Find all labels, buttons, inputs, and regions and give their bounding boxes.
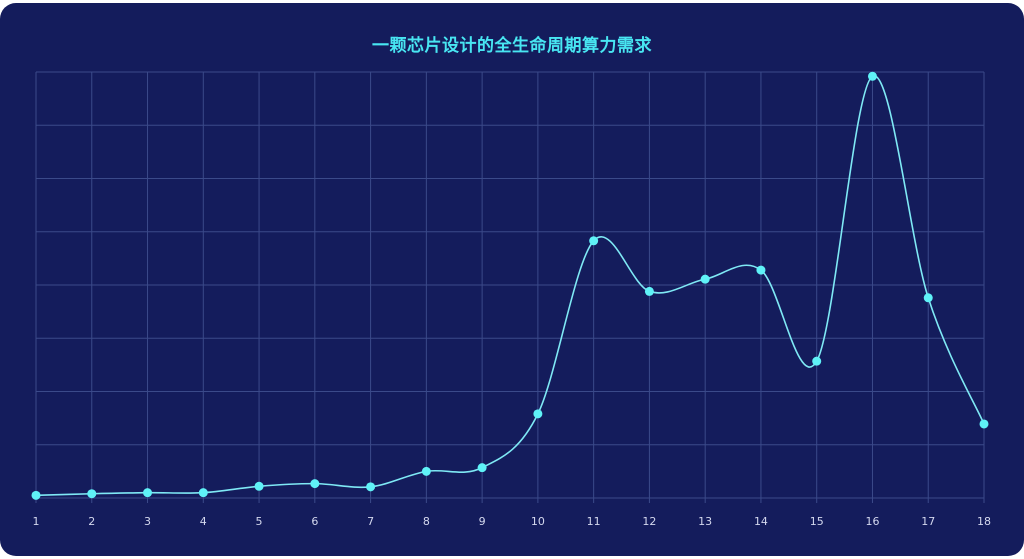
data-point (143, 488, 153, 498)
data-point (700, 274, 710, 284)
data-point (31, 490, 41, 500)
x-tick-label: 16 (865, 515, 879, 528)
x-tick-label: 2 (88, 515, 95, 528)
data-point (310, 479, 320, 489)
data-point (812, 356, 822, 366)
data-point (644, 286, 654, 296)
x-tick-label: 18 (977, 515, 991, 528)
x-tick-label: 7 (367, 515, 374, 528)
data-point (867, 71, 877, 81)
data-point (87, 489, 97, 499)
x-tick-label: 9 (479, 515, 486, 528)
data-point (756, 265, 766, 275)
data-points (31, 71, 989, 500)
x-tick-label: 12 (642, 515, 656, 528)
data-point (254, 481, 264, 491)
x-tick-label: 10 (531, 515, 545, 528)
x-tick-label: 3 (144, 515, 151, 528)
x-tick-label: 11 (587, 515, 601, 528)
x-tick-label: 13 (698, 515, 712, 528)
data-point (477, 463, 487, 473)
grid (35, 71, 985, 503)
data-point (366, 482, 376, 492)
series-line (35, 75, 985, 497)
chart-panel: 一颗芯片设计的全生命周期算力需求 (0, 3, 1024, 556)
data-point (533, 409, 543, 419)
data-point (589, 236, 599, 246)
data-point (979, 419, 989, 429)
x-tick-label: 1 (33, 515, 40, 528)
x-tick-label: 6 (311, 515, 318, 528)
x-tick-label: 17 (921, 515, 935, 528)
data-point (421, 466, 431, 476)
x-axis-ticks: 1 2 3 4 5 6 7 8 9 10 11 12 13 14 15 16 17 18 (33, 515, 992, 528)
x-tick-label: 4 (200, 515, 207, 528)
x-tick-label: 14 (754, 515, 768, 528)
chart-title: 一颗芯片设计的全生命周期算力需求 (372, 36, 652, 56)
x-tick-label: 15 (810, 515, 824, 528)
data-point (923, 293, 933, 303)
x-tick-label: 8 (423, 515, 430, 528)
data-point (198, 488, 208, 498)
x-tick-label: 5 (256, 515, 263, 528)
